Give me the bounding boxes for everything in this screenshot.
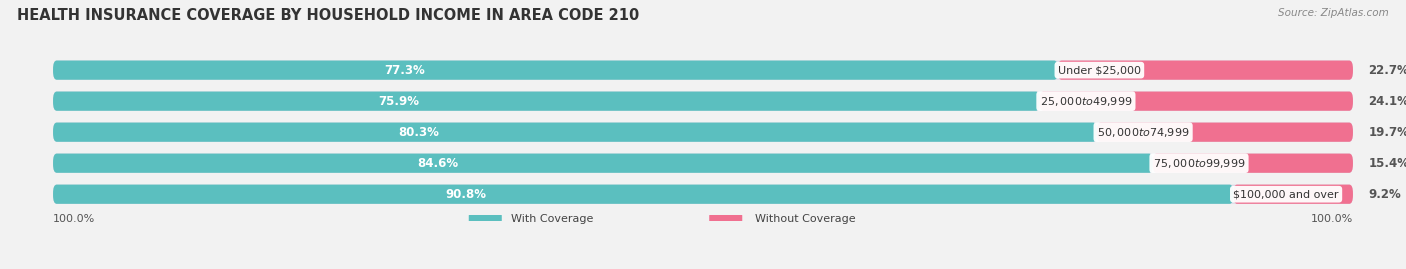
FancyBboxPatch shape — [1153, 154, 1353, 173]
Text: 90.8%: 90.8% — [446, 188, 486, 201]
Text: 9.2%: 9.2% — [1368, 188, 1402, 201]
FancyBboxPatch shape — [53, 185, 1353, 204]
FancyBboxPatch shape — [468, 215, 502, 223]
FancyBboxPatch shape — [53, 154, 1353, 173]
FancyBboxPatch shape — [53, 91, 1039, 111]
FancyBboxPatch shape — [1057, 61, 1353, 80]
FancyBboxPatch shape — [1039, 91, 1353, 111]
FancyBboxPatch shape — [1233, 185, 1353, 204]
FancyBboxPatch shape — [53, 61, 1057, 80]
Text: 80.3%: 80.3% — [398, 126, 439, 139]
FancyBboxPatch shape — [53, 185, 1233, 204]
Text: Without Coverage: Without Coverage — [755, 214, 856, 224]
Text: 100.0%: 100.0% — [1310, 214, 1353, 224]
FancyBboxPatch shape — [1097, 123, 1353, 142]
Text: 100.0%: 100.0% — [53, 214, 96, 224]
Text: $100,000 and over: $100,000 and over — [1233, 189, 1339, 199]
Text: 15.4%: 15.4% — [1368, 157, 1406, 170]
Text: Under $25,000: Under $25,000 — [1057, 65, 1140, 75]
Text: 22.7%: 22.7% — [1368, 64, 1406, 77]
FancyBboxPatch shape — [53, 61, 1353, 80]
Text: 84.6%: 84.6% — [418, 157, 458, 170]
Text: 77.3%: 77.3% — [384, 64, 425, 77]
Text: $25,000 to $49,999: $25,000 to $49,999 — [1039, 95, 1132, 108]
Text: 75.9%: 75.9% — [378, 95, 419, 108]
FancyBboxPatch shape — [53, 91, 1353, 111]
FancyBboxPatch shape — [709, 215, 742, 223]
Text: Source: ZipAtlas.com: Source: ZipAtlas.com — [1278, 8, 1389, 18]
FancyBboxPatch shape — [53, 123, 1353, 142]
Text: 24.1%: 24.1% — [1368, 95, 1406, 108]
Text: With Coverage: With Coverage — [510, 214, 593, 224]
Text: HEALTH INSURANCE COVERAGE BY HOUSEHOLD INCOME IN AREA CODE 210: HEALTH INSURANCE COVERAGE BY HOUSEHOLD I… — [17, 8, 640, 23]
FancyBboxPatch shape — [53, 123, 1097, 142]
FancyBboxPatch shape — [53, 154, 1153, 173]
Text: $75,000 to $99,999: $75,000 to $99,999 — [1153, 157, 1246, 170]
Text: 19.7%: 19.7% — [1368, 126, 1406, 139]
Text: $50,000 to $74,999: $50,000 to $74,999 — [1097, 126, 1189, 139]
